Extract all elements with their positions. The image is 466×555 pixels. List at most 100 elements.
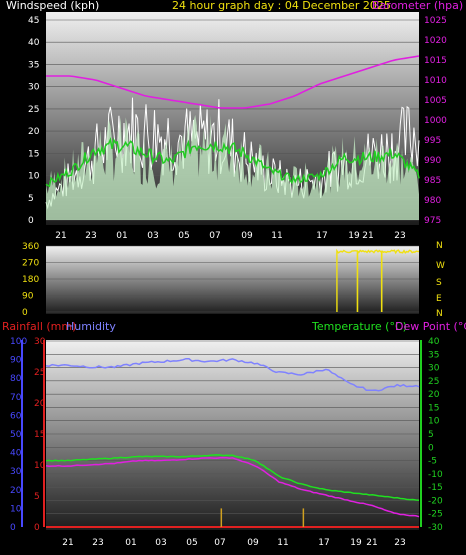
- direction-y-tick: 360: [22, 242, 39, 252]
- temperature-line: [45, 454, 420, 502]
- temperature-axis-title: Temperature (°C): [311, 320, 407, 333]
- wind-y-tick: 40: [28, 38, 40, 48]
- temperature-series: [45, 357, 420, 528]
- temp-x-tick: 21: [62, 538, 73, 548]
- temp-y-tick: 25: [428, 377, 439, 387]
- temp-x-tick: 23: [394, 538, 405, 548]
- humidity-y-tick: 10: [10, 504, 22, 514]
- compass-label: E: [436, 294, 442, 304]
- temp-y-tick: -10: [428, 470, 443, 480]
- rain-y-tick: 30: [34, 337, 46, 347]
- humidity-y-tick: 80: [10, 374, 22, 384]
- compass-label: S: [436, 278, 442, 288]
- direction-series: [336, 248, 420, 313]
- wind-x-tick: 23: [394, 231, 405, 241]
- barometer-y-tick: 985: [424, 176, 441, 186]
- wind-y-tick: 20: [28, 127, 40, 137]
- humidity-line: [45, 357, 420, 392]
- barometer-y-tick: 1020: [424, 36, 447, 46]
- temp-x-tick: 21: [366, 538, 377, 548]
- wind-x-tick: 17: [316, 231, 327, 241]
- temp-x-tick: 09: [247, 538, 259, 548]
- humidity-axis-title: Humidity: [66, 320, 116, 333]
- barometer-y-tick: 975: [424, 216, 441, 226]
- temp-x-tick: 17: [318, 538, 329, 548]
- barometer-y-tick: 995: [424, 136, 441, 146]
- temp-x-tick: 01: [125, 538, 136, 548]
- temp-x-tick: 07: [214, 538, 225, 548]
- barometer-y-tick: 990: [424, 156, 441, 166]
- compass-label: W: [436, 261, 445, 271]
- temp-y-tick: 40: [428, 337, 440, 347]
- rain-y-tick: 10: [34, 461, 46, 471]
- wind-average-line: [45, 136, 420, 188]
- wind-series: [45, 55, 420, 220]
- wind-y-tick: 25: [28, 105, 39, 115]
- temp-y-tick: -25: [428, 510, 443, 520]
- barometer-y-tick: 1025: [424, 16, 447, 26]
- barometer-y-tick: 1000: [424, 116, 447, 126]
- rain-y-tick: 5: [34, 492, 40, 502]
- rainfall-axis-title: Rainfall (mm): [2, 320, 76, 333]
- compass-label: N: [436, 309, 443, 319]
- temp-y-tick: -20: [428, 496, 443, 506]
- wind-axis-title: Windspeed (kph): [6, 0, 99, 12]
- wind-x-tick: 21: [362, 231, 373, 241]
- temp-y-tick: 5: [428, 430, 434, 440]
- temp-x-tick: 19: [350, 538, 362, 548]
- temp-y-tick: -15: [428, 483, 443, 493]
- wind-x-tick: 07: [209, 231, 220, 241]
- humidity-y-tick: 70: [10, 393, 22, 403]
- wind-y-tick: 0: [28, 216, 34, 226]
- temp-y-tick: -30: [428, 523, 443, 533]
- chart-title: 24 hour graph day : 04 December 2025: [172, 0, 391, 12]
- compass-label: N: [436, 241, 443, 251]
- temp-y-tick: 0: [428, 443, 434, 453]
- humidity-y-tick: 0: [10, 523, 16, 533]
- barometer-y-tick: 1010: [424, 76, 447, 86]
- humidity-y-tick: 60: [10, 411, 22, 421]
- barometer-y-tick: 1005: [424, 96, 447, 106]
- wind-x-tick: 21: [55, 231, 66, 241]
- wind-x-tick: 23: [85, 231, 96, 241]
- temp-y-tick: 35: [428, 350, 439, 360]
- humidity-y-tick: 100: [10, 337, 27, 347]
- wind-y-tick: 30: [28, 83, 40, 93]
- rain-y-tick: 0: [34, 523, 40, 533]
- temp-y-tick: 10: [428, 417, 440, 427]
- temp-y-tick: 20: [428, 390, 440, 400]
- temp-x-tick: 05: [186, 538, 197, 548]
- humidity-y-tick: 50: [10, 430, 22, 440]
- wind-y-tick: 45: [28, 16, 39, 26]
- barometer-y-tick: 1015: [424, 56, 447, 66]
- wind-y-tick: 35: [28, 60, 39, 70]
- direction-y-tick: 0: [22, 308, 28, 318]
- temp-x-tick: 11: [277, 538, 288, 548]
- direction-plot-area: [46, 246, 419, 314]
- wind-x-tick: 03: [147, 231, 158, 241]
- wind-y-tick: 10: [28, 172, 40, 182]
- wind-x-tick: 01: [116, 231, 127, 241]
- wind-x-tick: 05: [178, 231, 189, 241]
- rain-y-tick: 25: [34, 368, 45, 378]
- wind-direction-line: [336, 248, 420, 313]
- temp-x-tick: 03: [155, 538, 166, 548]
- rain-y-tick: 20: [34, 399, 46, 409]
- direction-y-tick: 270: [22, 259, 39, 269]
- temp-y-tick: -5: [428, 457, 437, 467]
- temp-plot-area: [46, 340, 419, 530]
- dewpoint-line: [45, 456, 420, 518]
- humidity-y-tick: 20: [10, 486, 22, 496]
- barometer-axis-title: Barometer (hpa): [372, 0, 463, 12]
- temp-y-tick: 30: [428, 364, 440, 374]
- wind-y-tick: 15: [28, 149, 39, 159]
- wind-average-fill: [46, 114, 419, 220]
- direction-y-tick: 180: [22, 275, 39, 285]
- temp-y-tick: 15: [428, 403, 439, 413]
- barometer-y-tick: 980: [424, 196, 441, 206]
- humidity-y-tick: 90: [10, 356, 22, 366]
- wind-x-tick: 11: [271, 231, 282, 241]
- tick-labels: 0510152025303540459759809859909951000100…: [10, 16, 447, 548]
- barometer-line: [46, 55, 420, 109]
